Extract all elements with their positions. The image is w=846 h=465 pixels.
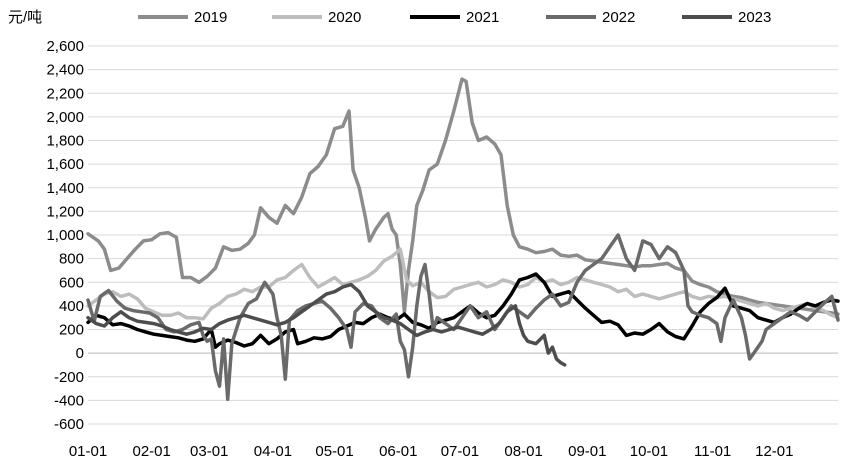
legend: 2019 2020 2021 2022 2023 (138, 9, 771, 26)
series-line-2019 (86, 77, 840, 316)
x-tick-label: 09-01 (568, 443, 606, 460)
y-tick-label: 2,000 (46, 109, 84, 126)
x-tick-label: 02-01 (133, 443, 171, 460)
legend-label: 2021 (466, 9, 499, 26)
y-tick-label: 1,800 (46, 133, 84, 150)
legend-label: 2019 (194, 9, 227, 26)
x-tick-label: 08-01 (504, 443, 542, 460)
x-tick-label: 12-01 (755, 443, 793, 460)
x-tick-label: 10-01 (630, 443, 668, 460)
grid (88, 45, 838, 425)
y-tick-label: -200 (54, 369, 84, 386)
y-tick-label: 800 (59, 251, 84, 268)
y-tick-label: 1,600 (46, 156, 84, 173)
x-axis-ticks: 01-01 02-01 03-01 04-01 05-01 06-01 07-01 08-01… (69, 443, 794, 460)
y-tick-label: -600 (54, 416, 84, 433)
y-tick-label: 2,400 (46, 62, 84, 79)
x-tick-label: 11-01 (694, 443, 731, 460)
legend-label: 2022 (602, 9, 635, 26)
series-line-2020 (86, 247, 840, 321)
x-tick-label: 01-01 (69, 443, 107, 460)
y-axis-ticks: 2,600 2,400 2,200 2,000 1,800 1,600 1,400 1,200… (46, 38, 84, 433)
y-tick-label: -400 (54, 392, 84, 409)
x-tick-label: 05-01 (315, 443, 353, 460)
legend-label: 2023 (738, 9, 771, 26)
series-line-2023 (86, 282, 567, 367)
series-line-2021 (86, 272, 840, 349)
y-tick-label: 2,200 (46, 85, 84, 102)
y-tick-label: 1,400 (46, 180, 84, 197)
x-tick-label: 06-01 (379, 443, 417, 460)
y-tick-label: 2,600 (46, 38, 84, 55)
series-group (86, 77, 840, 401)
x-tick-label: 07-01 (441, 443, 479, 460)
y-tick-label: 1,000 (46, 227, 84, 244)
y-tick-label: 600 (59, 274, 84, 291)
y-tick-label: 400 (59, 298, 84, 315)
y-axis-label: 元/吨 (8, 9, 42, 26)
y-tick-label: 0 (76, 345, 84, 362)
x-tick-label: 04-01 (254, 443, 292, 460)
y-tick-label: 1,200 (46, 203, 84, 220)
x-tick-label: 03-01 (190, 443, 228, 460)
legend-label: 2020 (328, 9, 361, 26)
y-tick-label: 200 (59, 322, 84, 339)
